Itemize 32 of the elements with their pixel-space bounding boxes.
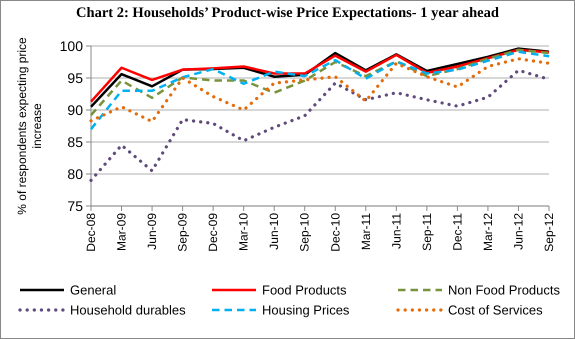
x-tick-label: Dec-11 (450, 212, 464, 251)
y-tick-label: 95 (67, 70, 84, 86)
y-tick-label: 75 (67, 198, 84, 214)
x-tick-label: Mar-12 (480, 212, 495, 252)
x-tick-label: Sep-09 (176, 212, 190, 252)
chart-title: Chart 2: Households’ Product-wise Price Expectations- 1 year ahead (76, 5, 499, 21)
x-tick-label: Dec-08 (84, 212, 98, 252)
x-tick-label: Jun-12 (511, 212, 526, 250)
legend-label: Housing Prices (262, 302, 350, 318)
y-tick-label: 100 (60, 38, 84, 54)
legend-label: Non Food Products (448, 282, 561, 298)
x-tick-label: Sep-11 (420, 212, 434, 251)
legend-label: General (70, 282, 116, 298)
x-tick-label: Jun-09 (145, 212, 160, 250)
y-tick-label: 85 (67, 134, 84, 150)
x-tick-label: Mar-09 (114, 212, 129, 252)
x-tick-label: Dec-09 (206, 212, 220, 252)
x-tick-label: Sep-10 (298, 212, 312, 252)
x-tick-label: Sep-12 (542, 212, 556, 252)
x-tick-label: Jun-11 (389, 212, 404, 249)
x-tick-label: Jun-10 (267, 212, 282, 250)
legend-label: Household durables (70, 302, 186, 318)
legend-label: Cost of Services (448, 302, 544, 318)
x-tick-label: Mar-10 (236, 212, 251, 252)
y-tick-label: 90 (67, 102, 84, 118)
x-tick-label: Mar-11 (358, 212, 373, 250)
y-tick-label: 80 (67, 166, 84, 182)
x-tick-label: Dec-10 (328, 212, 342, 252)
line-series (89, 57, 551, 124)
legend-label: Food Products (262, 282, 348, 298)
y-axis-title: % of respondents expecting price increase (15, 36, 44, 215)
line-series (90, 50, 550, 130)
